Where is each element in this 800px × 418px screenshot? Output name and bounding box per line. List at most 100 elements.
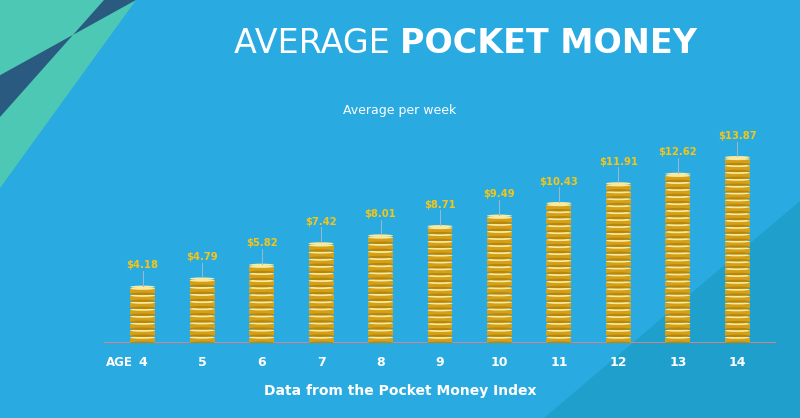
Ellipse shape <box>666 294 690 296</box>
Bar <box>487 253 512 258</box>
Text: 10: 10 <box>490 356 508 369</box>
Ellipse shape <box>725 281 750 284</box>
Ellipse shape <box>368 236 393 239</box>
Ellipse shape <box>666 271 690 274</box>
Ellipse shape <box>606 335 631 337</box>
Ellipse shape <box>487 301 512 303</box>
Ellipse shape <box>666 252 690 254</box>
Bar <box>606 324 631 329</box>
Ellipse shape <box>309 242 334 245</box>
Ellipse shape <box>725 261 750 263</box>
Ellipse shape <box>725 335 750 337</box>
Ellipse shape <box>487 280 512 282</box>
Ellipse shape <box>368 329 393 331</box>
Ellipse shape <box>725 185 750 188</box>
Bar <box>368 259 393 264</box>
Ellipse shape <box>725 165 750 167</box>
Bar <box>368 266 393 271</box>
Ellipse shape <box>427 275 453 277</box>
Ellipse shape <box>130 285 155 288</box>
Text: 4: 4 <box>138 356 147 369</box>
Ellipse shape <box>666 322 690 325</box>
Ellipse shape <box>546 230 571 232</box>
Ellipse shape <box>427 295 453 298</box>
Ellipse shape <box>190 292 214 294</box>
Ellipse shape <box>130 314 155 316</box>
Ellipse shape <box>487 342 512 344</box>
Bar <box>427 290 453 295</box>
Bar <box>309 337 334 343</box>
Text: $4.18: $4.18 <box>126 260 158 270</box>
Ellipse shape <box>606 224 631 226</box>
Ellipse shape <box>606 260 631 263</box>
Ellipse shape <box>487 243 512 245</box>
Ellipse shape <box>546 301 571 304</box>
Bar <box>487 274 512 279</box>
Ellipse shape <box>546 252 571 255</box>
Ellipse shape <box>666 201 690 203</box>
Bar <box>309 295 334 300</box>
Ellipse shape <box>606 328 631 330</box>
Ellipse shape <box>725 219 750 222</box>
Ellipse shape <box>546 267 571 269</box>
Ellipse shape <box>249 306 274 308</box>
Bar <box>666 267 690 273</box>
Ellipse shape <box>249 336 274 339</box>
Ellipse shape <box>725 233 750 236</box>
Ellipse shape <box>606 316 631 318</box>
Ellipse shape <box>666 315 690 318</box>
Ellipse shape <box>427 273 453 275</box>
Ellipse shape <box>725 302 750 304</box>
Bar <box>368 288 393 293</box>
Ellipse shape <box>725 199 750 201</box>
Bar <box>725 207 750 212</box>
Bar <box>725 248 750 253</box>
Bar <box>606 234 631 239</box>
Bar <box>606 247 631 253</box>
Bar <box>725 159 750 164</box>
Ellipse shape <box>606 210 631 212</box>
Ellipse shape <box>190 313 214 316</box>
Ellipse shape <box>368 308 393 310</box>
Bar <box>190 288 214 293</box>
Ellipse shape <box>487 308 512 311</box>
Ellipse shape <box>309 329 334 331</box>
Text: $11.91: $11.91 <box>599 157 638 167</box>
Ellipse shape <box>190 278 214 280</box>
Ellipse shape <box>725 184 750 186</box>
Ellipse shape <box>130 306 155 309</box>
Ellipse shape <box>487 285 512 288</box>
Bar <box>606 310 631 315</box>
Ellipse shape <box>546 322 571 325</box>
Bar <box>249 302 274 307</box>
Ellipse shape <box>546 315 571 318</box>
Ellipse shape <box>666 278 690 281</box>
Bar <box>427 255 453 260</box>
Bar <box>249 274 274 279</box>
Bar <box>546 212 571 217</box>
Bar <box>487 324 512 329</box>
Bar <box>487 260 512 265</box>
Ellipse shape <box>666 259 690 261</box>
Ellipse shape <box>249 327 274 330</box>
Ellipse shape <box>427 268 453 270</box>
Text: AVERAGE: AVERAGE <box>234 28 400 60</box>
Ellipse shape <box>725 218 750 220</box>
Ellipse shape <box>606 265 631 268</box>
Text: Data from the Pocket Money Index: Data from the Pocket Money Index <box>264 384 536 398</box>
Ellipse shape <box>725 259 750 262</box>
Ellipse shape <box>190 301 214 303</box>
Ellipse shape <box>130 293 155 295</box>
Bar <box>130 310 155 315</box>
Ellipse shape <box>606 286 631 288</box>
Bar <box>666 218 690 223</box>
Ellipse shape <box>368 298 393 301</box>
Ellipse shape <box>487 292 512 295</box>
Ellipse shape <box>427 246 453 248</box>
Ellipse shape <box>606 191 631 193</box>
Text: 9: 9 <box>436 356 444 369</box>
Ellipse shape <box>725 190 750 193</box>
Bar <box>725 290 750 295</box>
Bar <box>725 262 750 267</box>
Ellipse shape <box>368 265 393 267</box>
